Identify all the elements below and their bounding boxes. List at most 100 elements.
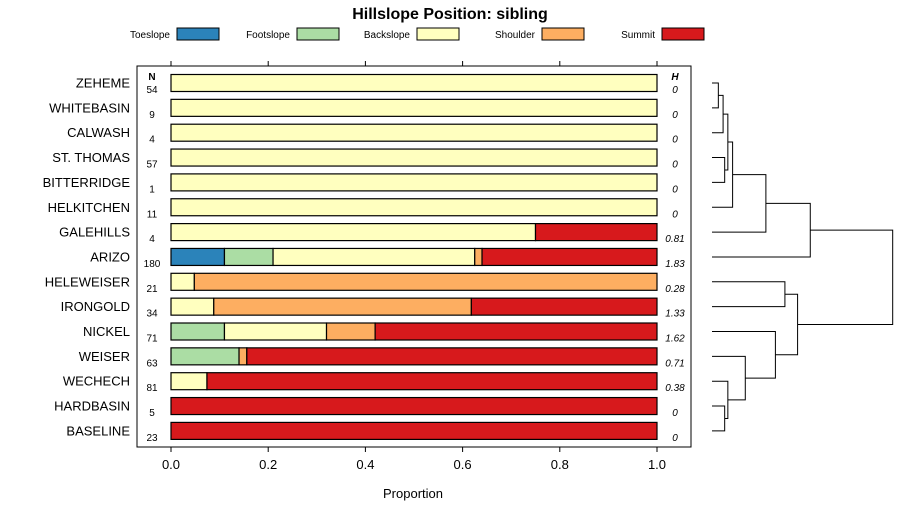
legend-swatch-footslope [296, 27, 340, 41]
row-label: ARIZO [90, 249, 130, 264]
x-tick-label: 0.4 [356, 457, 374, 472]
legend-swatch-summit [661, 27, 705, 41]
h-values: 0 0 0 0 0 0 0.81 1.83 0.28 1.33 1.62 0.71 0.38 0 0 [665, 85, 685, 444]
h-value: 0 [672, 110, 678, 121]
h-value: 1.83 [665, 259, 685, 270]
row-label: IRONGOLD [61, 299, 130, 314]
bar-segment-toeslope [170, 247, 226, 267]
bar-segment-summit [481, 247, 658, 267]
dendrogram-link [712, 94, 724, 134]
dendrogram-link [712, 331, 776, 379]
dendrogram-link [712, 82, 719, 109]
n-value: 54 [146, 85, 158, 96]
h-value: 0 [672, 85, 678, 96]
n-value: 180 [144, 259, 161, 270]
x-tick-label: 0.0 [162, 457, 180, 472]
x-tick-label: 0.2 [259, 457, 277, 472]
dendrogram-link [712, 202, 811, 258]
row-labels: ZEHEME WHITEBASIN CALWASH ST. THOMAS BITTERR… [43, 76, 131, 439]
n-value: 23 [146, 433, 158, 444]
bar-segment-backslope [170, 297, 215, 316]
legend-label-backslope: Backslope [364, 30, 411, 41]
n-column-header: N [148, 72, 155, 83]
legend-label-summit: Summit [621, 30, 655, 41]
bar-segment-shoulder [193, 272, 658, 291]
h-value: 1.33 [665, 309, 685, 320]
n-value: 34 [146, 309, 158, 320]
h-value: 0 [672, 209, 678, 220]
n-value: 63 [146, 358, 158, 369]
bar-segment-footslope [223, 247, 274, 267]
x-axis: 0.0 0.2 0.4 0.6 0.8 1.0 [162, 61, 666, 472]
n-value: 21 [146, 284, 158, 295]
h-value: 0 [672, 408, 678, 419]
n-value: 11 [147, 209, 158, 220]
legend-label-shoulder: Shoulder [495, 30, 536, 41]
bar-segment-backslope [170, 272, 195, 291]
row-label: WECHECH [63, 374, 130, 389]
bar-segment-summit [206, 372, 658, 391]
row-label: WEISER [79, 349, 130, 364]
legend: Toeslope Footslope Backslope Shoulder Summit [130, 27, 705, 41]
bar-segment-summit [534, 223, 658, 242]
n-value: 57 [146, 160, 158, 171]
legend-swatch-shoulder [541, 27, 585, 41]
row-label: ST. THOMAS [52, 150, 130, 165]
bar-segment-shoulder [238, 347, 248, 366]
h-value: 0 [672, 135, 678, 146]
dendrogram-link [712, 405, 726, 432]
x-tick-label: 0.6 [454, 457, 472, 472]
row-label: BASELINE [66, 423, 130, 438]
bar-segment-backslope [170, 123, 658, 142]
n-value: 1 [149, 184, 155, 195]
legend-label-toeslope: Toeslope [130, 30, 170, 41]
n-value: 81 [146, 383, 158, 394]
x-tick-label: 1.0 [648, 457, 666, 472]
row-label: CALWASH [67, 125, 130, 140]
bars [170, 73, 658, 440]
dendrogram-link [712, 281, 786, 308]
n-value: 9 [149, 110, 155, 121]
dendrogram-link [712, 355, 746, 401]
row-label: WHITEBASIN [49, 100, 130, 115]
n-value: 4 [149, 234, 155, 245]
h-value: 1.62 [665, 334, 685, 345]
bar-segment-backslope [170, 148, 658, 167]
n-value: 4 [149, 135, 155, 146]
dendrogram-link [723, 113, 729, 171]
bar-segment-backslope [170, 223, 537, 242]
dendrogram-link [797, 229, 894, 326]
h-value: 0 [672, 184, 678, 195]
bar-segment-summit [170, 396, 658, 416]
plot-frame [136, 65, 692, 448]
h-value: 0.81 [665, 234, 684, 245]
bar-segment-backslope [223, 322, 328, 341]
bar-segment-backslope [272, 247, 476, 267]
h-value: 0.71 [665, 358, 684, 369]
bar-segment-summit [470, 297, 658, 316]
dendrogram-link [712, 174, 767, 233]
bar-segment-backslope [170, 198, 658, 217]
h-value: 0 [672, 160, 678, 171]
bar-segment-summit [374, 322, 658, 341]
dendrogram-link [775, 293, 799, 356]
chart-title: Hillslope Position: sibling [352, 6, 548, 23]
row-label: BITTERRIDGE [43, 175, 131, 190]
row-label: HELKITCHEN [48, 200, 130, 215]
dendrogram [712, 82, 894, 432]
legend-label-footslope: Footslope [246, 30, 290, 41]
bar-segment-shoulder [474, 247, 483, 267]
row-label: NICKEL [83, 324, 130, 339]
bar-segment-shoulder [213, 297, 472, 316]
row-label: HELEWEISER [45, 274, 130, 289]
x-axis-title: Proportion [383, 486, 443, 501]
dendrogram-link [712, 380, 729, 419]
dendrogram-link [712, 157, 726, 183]
row-label: ZEHEME [76, 76, 131, 91]
x-tick-label: 0.8 [551, 457, 569, 472]
bar-segment-summit [246, 347, 658, 366]
bar-segment-footslope [170, 322, 226, 341]
bar-segment-backslope [170, 372, 208, 391]
